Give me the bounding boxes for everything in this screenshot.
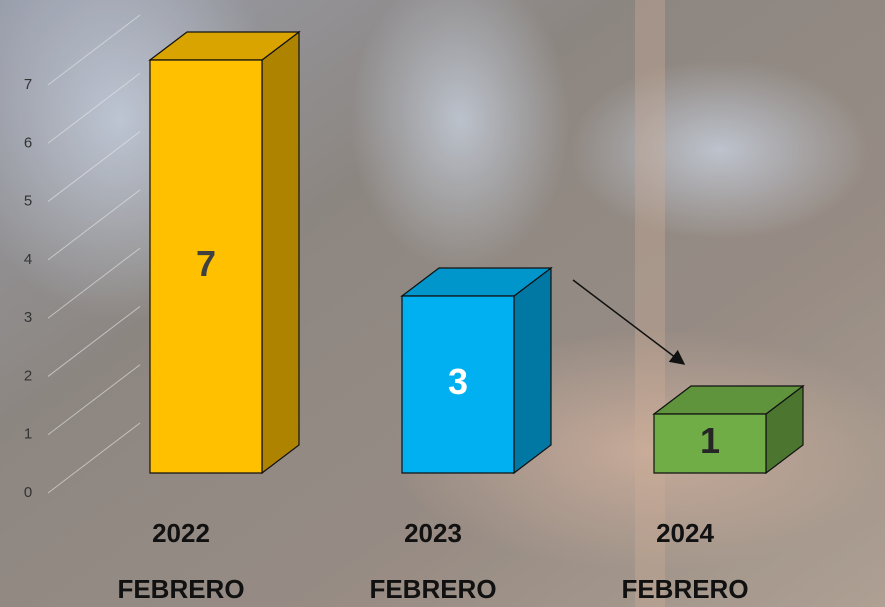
bar xyxy=(148,30,301,475)
y-tick-label: 3 xyxy=(24,309,32,326)
bar xyxy=(400,266,553,475)
y-tick-label: 1 xyxy=(24,426,32,443)
grid-line xyxy=(47,422,141,494)
bar-side xyxy=(261,30,300,475)
y-tick-label: 0 xyxy=(24,484,32,501)
y-tick-label: 2 xyxy=(24,367,32,384)
x-tick-label: 2023 xyxy=(404,518,462,548)
grid-line xyxy=(47,247,141,319)
x-tick-sublabel: FEBRERO xyxy=(369,574,496,604)
grid-line xyxy=(47,72,141,144)
value-label: 7 xyxy=(196,243,216,284)
grid-line xyxy=(47,364,141,436)
bar-front xyxy=(401,295,515,474)
grid-line xyxy=(47,131,141,202)
y-tick-label: 6 xyxy=(24,134,32,151)
x-tick-sublabel: FEBRERO xyxy=(621,574,748,604)
value-label: 3 xyxy=(448,361,468,402)
bar-front xyxy=(149,59,263,474)
x-tick-label: 2022 xyxy=(152,518,210,548)
x-tick-label: 2024 xyxy=(656,518,714,548)
trend-arrow xyxy=(572,279,686,365)
grid-line xyxy=(47,189,141,261)
y-tick-label: 7 xyxy=(24,76,32,93)
y-tick-label: 4 xyxy=(24,251,32,268)
value-label: 1 xyxy=(700,420,720,461)
y-tick-label: 5 xyxy=(24,193,32,210)
bar-side xyxy=(513,266,552,475)
grid-line xyxy=(47,14,141,86)
bar-front xyxy=(653,413,767,474)
grid-line xyxy=(47,306,141,377)
x-tick-sublabel: FEBRERO xyxy=(117,574,244,604)
bar xyxy=(652,384,805,475)
